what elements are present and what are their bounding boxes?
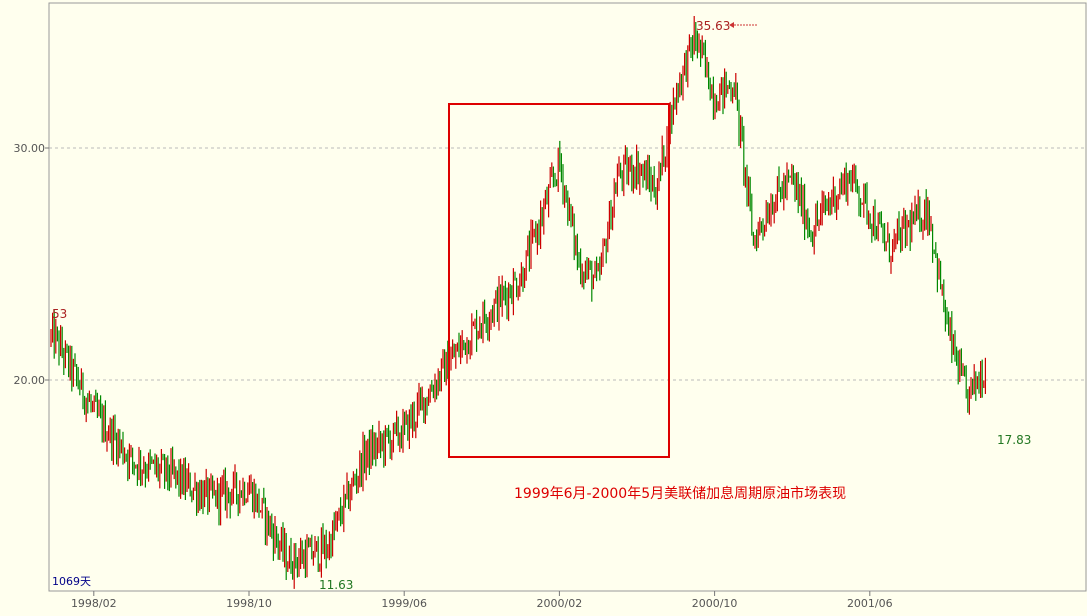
- start-value-label: 53: [52, 307, 67, 321]
- highlight-box: [448, 103, 670, 458]
- x-tick-label: 2000/02: [537, 597, 583, 610]
- peak-value-label: 35.63: [696, 19, 730, 33]
- days-count-label: 1069天: [52, 575, 91, 588]
- highlight-caption: 1999年6月-2000年5月美联储加息周期原油市场表现: [514, 485, 846, 502]
- low-value-label: 11.63: [319, 578, 353, 592]
- y-tick-label: 30.00: [14, 142, 46, 155]
- grid-lines: [49, 147, 1086, 381]
- candlesticks: [50, 16, 987, 589]
- y-tick-label: 20.00: [14, 374, 46, 387]
- y-axis-ticks: 30.00 20.00: [14, 142, 49, 387]
- x-tick-label: 2001/06: [847, 597, 893, 610]
- peak-arrow: [729, 22, 757, 28]
- x-tick-label: 1998/02: [71, 597, 117, 610]
- end-low-value-label: 17.83: [997, 433, 1031, 447]
- x-tick-label: 2000/10: [692, 597, 738, 610]
- x-axis-ticks: 1998/02 1998/10 1999/06 2000/02 2000/10 2001/…: [71, 591, 893, 610]
- x-tick-label: 1999/06: [381, 597, 427, 610]
- x-tick-label: 1998/10: [226, 597, 272, 610]
